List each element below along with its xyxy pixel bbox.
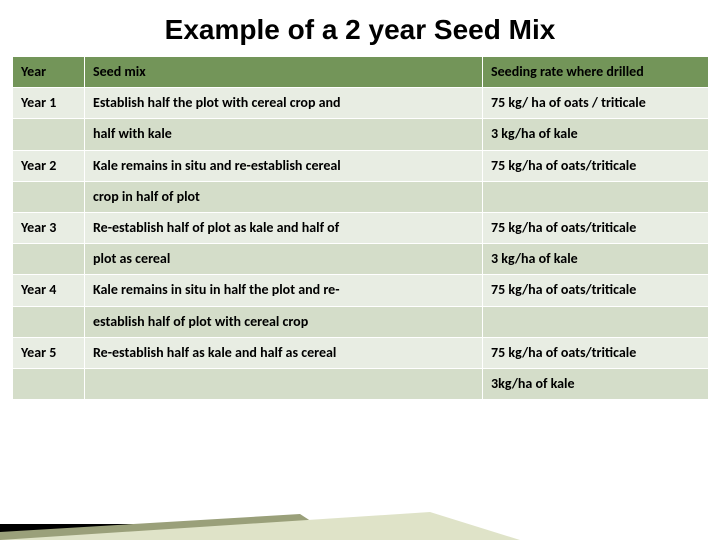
table-row: crop in half of plot [13, 181, 709, 212]
cell-rate: 3 kg/ha of kale [483, 119, 709, 150]
cell-mix: Kale remains in situ in half the plot an… [85, 275, 483, 306]
cell-year: Year 1 [13, 88, 85, 119]
cell-rate: 3kg/ha of kale [483, 368, 709, 399]
col-header-mix: Seed mix [85, 57, 483, 88]
table-row: Year 3Re-establish half of plot as kale … [13, 212, 709, 243]
cell-mix: Re-establish half of plot as kale and ha… [85, 212, 483, 243]
cell-rate: 75 kg/ha of oats/triticale [483, 150, 709, 181]
cell-rate: 75 kg/ha of oats/triticale [483, 212, 709, 243]
cell-rate: 75 kg/ha of oats/triticale [483, 337, 709, 368]
cell-mix: plot as cereal [85, 244, 483, 275]
cell-year [13, 244, 85, 275]
col-header-rate: Seeding rate where drilled [483, 57, 709, 88]
table-row: Year 4Kale remains in situ in half the p… [13, 275, 709, 306]
cell-mix: Re-establish half as kale and half as ce… [85, 337, 483, 368]
cell-mix: establish half of plot with cereal crop [85, 306, 483, 337]
cell-rate [483, 306, 709, 337]
seed-mix-table: Year Seed mix Seeding rate where drilled… [12, 56, 709, 400]
cell-year: Year 5 [13, 337, 85, 368]
cell-rate [483, 181, 709, 212]
cell-mix: half with kale [85, 119, 483, 150]
table-row: Year 2Kale remains in situ and re-establ… [13, 150, 709, 181]
col-header-year: Year [13, 57, 85, 88]
cell-year [13, 368, 85, 399]
table-body: Year 1Establish half the plot with cerea… [13, 88, 709, 400]
cell-mix [85, 368, 483, 399]
cell-rate: 3 kg/ha of kale [483, 244, 709, 275]
footer-decoration [0, 484, 720, 540]
cell-mix: Establish half the plot with cereal crop… [85, 88, 483, 119]
cell-year: Year 2 [13, 150, 85, 181]
table-row: half with kale3 kg/ha of kale [13, 119, 709, 150]
table-row: Year 5Re-establish half as kale and half… [13, 337, 709, 368]
table-header-row: Year Seed mix Seeding rate where drilled [13, 57, 709, 88]
cell-mix: crop in half of plot [85, 181, 483, 212]
cell-mix: Kale remains in situ and re-establish ce… [85, 150, 483, 181]
cell-year: Year 4 [13, 275, 85, 306]
cell-year [13, 119, 85, 150]
cell-year [13, 181, 85, 212]
table-row: plot as cereal3 kg/ha of kale [13, 244, 709, 275]
table-row: establish half of plot with cereal crop [13, 306, 709, 337]
cell-year [13, 306, 85, 337]
cell-rate: 75 kg/ha of oats/triticale [483, 275, 709, 306]
page-title: Example of a 2 year Seed Mix [0, 0, 720, 56]
cell-year: Year 3 [13, 212, 85, 243]
table-row: Year 1Establish half the plot with cerea… [13, 88, 709, 119]
cell-rate: 75 kg/ ha of oats / triticale [483, 88, 709, 119]
table-row: 3kg/ha of kale [13, 368, 709, 399]
